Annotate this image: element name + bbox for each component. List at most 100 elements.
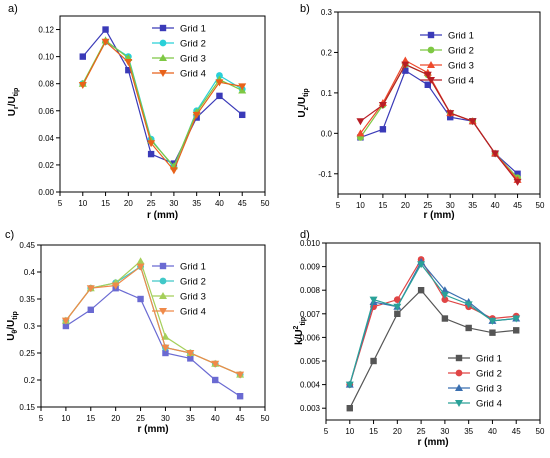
legend-marker [159,277,167,285]
data-point [216,72,223,79]
x-tick-label: 5 [324,427,329,436]
data-point [62,322,70,330]
data-point [441,315,449,322]
x-tick-label: 45 [512,427,521,436]
x-tick-label: 30 [169,199,178,208]
y-axis-label: Uθ/Utip [6,311,19,341]
data-point [78,82,87,90]
series-line [65,265,241,376]
data-point [345,381,354,389]
legend: Grid 1 Grid 2 Grid 3 Grid 4 [152,262,206,318]
y-tick-label: 0.0 [321,129,333,138]
y-tick-label: -0.1 [318,170,332,179]
x-tick-label: 10 [78,199,87,208]
x-tick-label: 35 [464,427,473,436]
x-tick-label: 40 [488,427,497,436]
data-point [102,26,109,33]
legend: Grid 1 Grid 2 Grid 3 Grid 4 [448,354,502,410]
series-line [360,63,519,183]
legend: Grid 1 Grid 2 Grid 3 Grid 4 [420,31,474,87]
data-point [401,61,410,69]
y-tick-label: 0.009 [300,263,321,272]
series-grid-2 [357,61,521,182]
x-tick-label: 5 [336,201,341,210]
legend-label: Grid 3 [180,292,206,303]
legend-marker [455,384,463,391]
x-tick-label: 30 [446,201,455,210]
x-tick-label: 40 [211,414,220,423]
chart-panel-4: d) 5 10 15 20 25 30 35 40 45 50 0.003 0.004 0.005 0.00… [293,229,545,448]
data-point [346,405,353,412]
x-tick-label: 15 [369,427,378,436]
x-tick-label: 25 [417,427,426,436]
y-axis-label: k/U2tip [293,317,307,345]
data-point [125,66,132,74]
legend-label: Grid 1 [180,24,206,35]
y-tick-label: 0.4 [24,268,36,277]
x-tick-label: 20 [393,427,402,436]
series-grid-4 [345,261,521,389]
x-axis-label: r (mm) [147,210,178,221]
series-grid-3 [61,257,245,378]
y-tick-label: 0.25 [19,349,35,358]
data-point [238,83,247,91]
data-point [79,53,86,60]
x-tick-label: 20 [124,199,133,208]
data-point [239,111,246,119]
series-line [82,28,243,165]
plot-frame [59,15,266,193]
x-tick-label: 40 [215,199,224,208]
data-point [417,287,425,294]
data-point [393,303,402,311]
y-tick-label: 0.2 [24,376,36,385]
data-point [187,355,194,362]
x-tick-label: 25 [423,201,432,210]
data-point [61,317,70,325]
data-point [169,167,178,175]
legend-label: Grid 3 [448,61,474,72]
legend-marker [427,61,435,68]
y-tick-label: 0.003 [300,404,321,413]
y-tick-label: 0.35 [19,295,35,304]
x-tick-label: 30 [161,414,170,423]
data-point [513,327,520,334]
y-tick-label: 0.004 [300,381,321,390]
x-tick-label: 50 [261,199,270,208]
data-point [87,306,94,313]
y-tick-label: 0.10 [38,53,54,62]
legend-marker [159,24,167,32]
x-tick-label: 5 [39,414,44,423]
data-point [356,129,365,137]
legend-marker [427,31,435,39]
legend-marker [159,262,167,270]
series-line [65,260,241,376]
y-tick-label: 0.02 [38,161,54,170]
x-axis-label: r (mm) [137,424,168,435]
x-axis-label: r (mm) [417,437,448,448]
plot-frame [325,242,541,421]
legend-marker [159,54,167,61]
legend-marker [455,354,463,362]
x-tick-label: 15 [86,414,95,423]
data-point [424,81,431,88]
data-point [162,349,169,357]
legend-label: Grid 1 [448,31,474,42]
data-point [192,111,201,119]
series-line [360,69,518,175]
x-tick-label: 20 [111,414,120,423]
legend-marker [455,400,463,407]
series-line [65,287,241,397]
x-tick-label: 15 [378,201,387,210]
series-line [349,263,517,385]
data-point [440,291,449,299]
chart-panel-1: a) 5 10 15 20 25 30 35 40 45 50 0.00 0.02 0.04 0.06 0.0… [7,3,270,221]
x-tick-label: 30 [440,427,449,436]
series-line [65,265,241,376]
legend-label: Grid 1 [476,354,502,365]
legend-label: Grid 2 [180,277,206,288]
series-grid-4 [356,61,522,186]
x-tick-label: 5 [58,199,63,208]
data-point [111,282,120,290]
data-point [136,263,145,271]
